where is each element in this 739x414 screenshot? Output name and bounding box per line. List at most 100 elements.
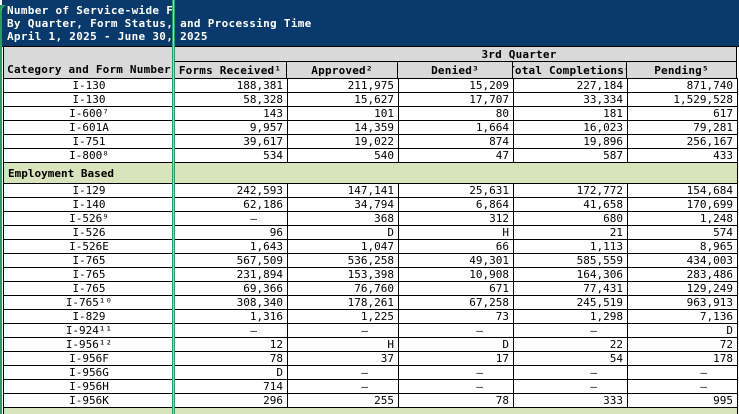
cell-forms-received[interactable]: 1,316 — [174, 309, 288, 324]
cell-form-number[interactable]: I-140 — [3, 197, 175, 212]
cell-form-number[interactable]: I-751 — [3, 134, 175, 149]
cell-denied[interactable]: 47 — [398, 148, 514, 163]
cell-approved[interactable]: 147,141 — [287, 183, 399, 198]
cell-total-completions[interactable]: 164,306 — [513, 267, 628, 282]
cell-forms-received[interactable]: 534 — [174, 148, 288, 163]
cell-denied[interactable]: – — [398, 323, 514, 338]
cell-pending[interactable]: 995 — [627, 393, 738, 408]
cell-pending[interactable]: 72 — [627, 337, 738, 352]
cell-pending[interactable]: 574 — [627, 225, 738, 240]
cell-approved[interactable]: – — [287, 365, 399, 380]
cell-denied[interactable]: 17 — [398, 351, 514, 366]
cell-approved[interactable]: 34,794 — [287, 197, 399, 212]
pane-split-left-line[interactable] — [0, 10, 2, 414]
cell-forms-received[interactable]: 62,186 — [174, 197, 288, 212]
cell-denied[interactable]: 15,209 — [398, 78, 514, 93]
cell-approved[interactable]: 1,047 — [287, 239, 399, 254]
cell-denied[interactable]: D — [398, 337, 514, 352]
section-header-label[interactable]: Employment Based — [3, 162, 738, 184]
cell-total-completions[interactable]: 19,896 — [513, 134, 628, 149]
column-header-total-completions[interactable]: Total Completions⁴ — [513, 62, 627, 78]
cell-approved[interactable]: 37 — [287, 351, 399, 366]
cell-pending[interactable]: D — [627, 323, 738, 338]
cell-forms-received[interactable]: 188,381 — [174, 78, 288, 93]
cell-total-completions[interactable]: 680 — [513, 211, 628, 226]
cell-form-number[interactable]: I-924¹¹ — [3, 323, 175, 338]
column-header-denied[interactable]: Denied³ — [398, 62, 513, 78]
cell-total-completions[interactable]: 16,023 — [513, 120, 628, 135]
cell-total-completions[interactable]: 54 — [513, 351, 628, 366]
cell-denied[interactable]: 17,707 — [398, 92, 514, 107]
cell-forms-received[interactable]: 12 — [174, 337, 288, 352]
cell-forms-received[interactable]: 96 — [174, 225, 288, 240]
cell-denied[interactable]: 6,864 — [398, 197, 514, 212]
cell-forms-received[interactable]: 78 — [174, 351, 288, 366]
cell-pending[interactable]: – — [627, 379, 738, 394]
cell-pending[interactable]: 433 — [627, 148, 738, 163]
cell-pending[interactable]: 79,281 — [627, 120, 738, 135]
cell-form-number[interactable]: I-130 — [3, 78, 175, 93]
cell-total-completions[interactable]: – — [513, 365, 628, 380]
cell-denied[interactable]: 874 — [398, 134, 514, 149]
cell-denied[interactable]: 25,631 — [398, 183, 514, 198]
cell-approved[interactable]: 211,975 — [287, 78, 399, 93]
cell-form-number[interactable]: I-956F — [3, 351, 175, 366]
cell-approved[interactable]: 14,359 — [287, 120, 399, 135]
cell-form-number[interactable]: I-526⁹ — [3, 211, 175, 226]
cell-denied[interactable]: 80 — [398, 106, 514, 121]
cell-approved[interactable]: 255 — [287, 393, 399, 408]
cell-approved[interactable]: 536,258 — [287, 253, 399, 268]
cell-total-completions[interactable]: 181 — [513, 106, 628, 121]
cell-form-number[interactable]: I-956¹² — [3, 337, 175, 352]
cell-form-number[interactable]: I-956K — [3, 393, 175, 408]
cell-pending[interactable]: 434,003 — [627, 253, 738, 268]
quarter-header[interactable]: 3rd Quarter — [174, 47, 737, 62]
cell-total-completions[interactable]: – — [513, 323, 628, 338]
cell-approved[interactable]: D — [287, 225, 399, 240]
cell-approved[interactable]: 76,760 — [287, 281, 399, 296]
column-header-category-and-form-number[interactable]: Category and Form Number — [3, 47, 174, 78]
cell-form-number[interactable]: I-829 — [3, 309, 175, 324]
cell-form-number[interactable]: I-800⁸ — [3, 148, 175, 163]
cell-total-completions[interactable]: 21 — [513, 225, 628, 240]
cell-denied[interactable]: 73 — [398, 309, 514, 324]
cell-pending[interactable]: 963,913 — [627, 295, 738, 310]
cell-total-completions[interactable]: 41,658 — [513, 197, 628, 212]
cell-pending[interactable]: 170,699 — [627, 197, 738, 212]
cell-approved[interactable]: 368 — [287, 211, 399, 226]
cell-forms-received[interactable]: – — [174, 211, 288, 226]
cell-forms-received[interactable]: 69,366 — [174, 281, 288, 296]
cell-forms-received[interactable]: – — [174, 323, 288, 338]
cell-form-number[interactable]: I-526 — [3, 225, 175, 240]
cell-denied[interactable]: 78 — [398, 393, 514, 408]
cell-pending[interactable]: 7,136 — [627, 309, 738, 324]
cell-denied[interactable]: 671 — [398, 281, 514, 296]
cell-total-completions[interactable]: 33,334 — [513, 92, 628, 107]
cell-total-completions[interactable]: 1,298 — [513, 309, 628, 324]
cell-denied[interactable]: 1,664 — [398, 120, 514, 135]
cell-approved[interactable]: 15,627 — [287, 92, 399, 107]
cell-forms-received[interactable]: 242,593 — [174, 183, 288, 198]
cell-form-number[interactable]: I-765 — [3, 281, 175, 296]
cell-forms-received[interactable]: 567,509 — [174, 253, 288, 268]
cell-total-completions[interactable]: 585,559 — [513, 253, 628, 268]
section-header-label[interactable] — [3, 407, 738, 414]
cell-forms-received[interactable]: 9,957 — [174, 120, 288, 135]
cell-approved[interactable]: – — [287, 379, 399, 394]
cell-forms-received[interactable]: 143 — [174, 106, 288, 121]
cell-pending[interactable]: 1,529,528 — [627, 92, 738, 107]
cell-form-number[interactable]: I-526E — [3, 239, 175, 254]
cell-total-completions[interactable]: 227,184 — [513, 78, 628, 93]
cell-form-number[interactable]: I-601A — [3, 120, 175, 135]
column-header-approved[interactable]: Approved² — [287, 62, 398, 78]
cell-pending[interactable]: 8,965 — [627, 239, 738, 254]
cell-forms-received[interactable]: 39,617 — [174, 134, 288, 149]
cell-forms-received[interactable]: 231,894 — [174, 267, 288, 282]
cell-form-number[interactable]: I-765¹⁰ — [3, 295, 175, 310]
cell-forms-received[interactable]: 296 — [174, 393, 288, 408]
cell-approved[interactable]: 178,261 — [287, 295, 399, 310]
cell-pending[interactable]: 154,684 — [627, 183, 738, 198]
cell-approved[interactable]: 540 — [287, 148, 399, 163]
cell-forms-received[interactable]: D — [174, 365, 288, 380]
cell-denied[interactable]: – — [398, 379, 514, 394]
